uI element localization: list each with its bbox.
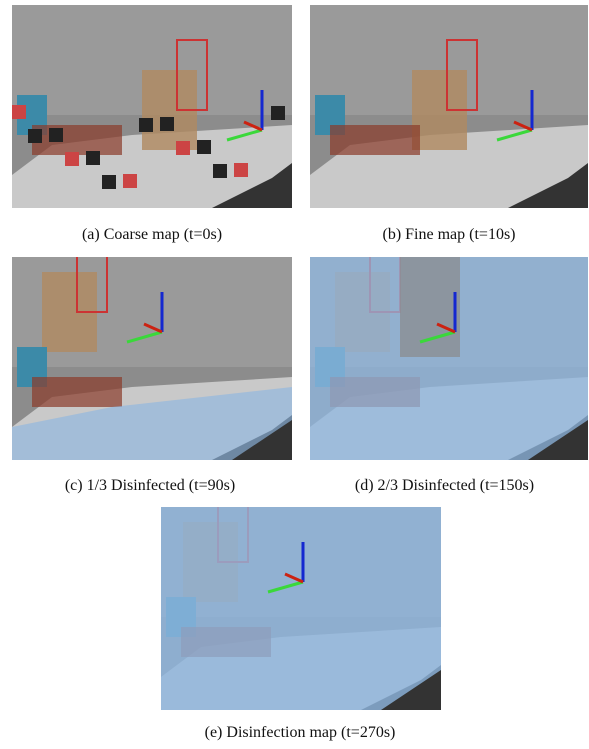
panel-image (12, 5, 292, 208)
image-detail (65, 152, 79, 166)
image-detail (102, 175, 116, 189)
image-detail (400, 257, 460, 357)
caption: (c) 1/3 Disinfected (t=90s) (0, 477, 300, 495)
image-detail (234, 163, 248, 177)
image-detail (28, 129, 42, 143)
image-detail (32, 125, 122, 155)
panel-image (161, 507, 441, 710)
image-detail (12, 105, 26, 119)
caption: (a) Coarse map (t=0s) (12, 226, 292, 244)
caption: (e) Disinfection map (t=270s) (100, 724, 500, 742)
image-detail (160, 117, 174, 131)
page: {"panels": [ {"caption": "(a) Coarse map… (0, 0, 589, 749)
image-detail (271, 106, 285, 120)
caption: (b) Fine map (t=10s) (310, 226, 588, 244)
image-detail (139, 118, 153, 132)
image-detail (197, 140, 211, 154)
image-detail (123, 174, 137, 188)
image-detail (86, 151, 100, 165)
caption: (d) 2/3 Disinfected (t=150s) (300, 477, 589, 495)
panel-image (12, 257, 292, 460)
image-detail (176, 141, 190, 155)
panel-image (310, 5, 588, 208)
image-detail (49, 128, 63, 142)
image-detail (213, 164, 227, 178)
panel-image (310, 257, 588, 460)
image-detail (32, 377, 122, 407)
image-detail (330, 125, 420, 155)
image-detail (161, 507, 441, 710)
